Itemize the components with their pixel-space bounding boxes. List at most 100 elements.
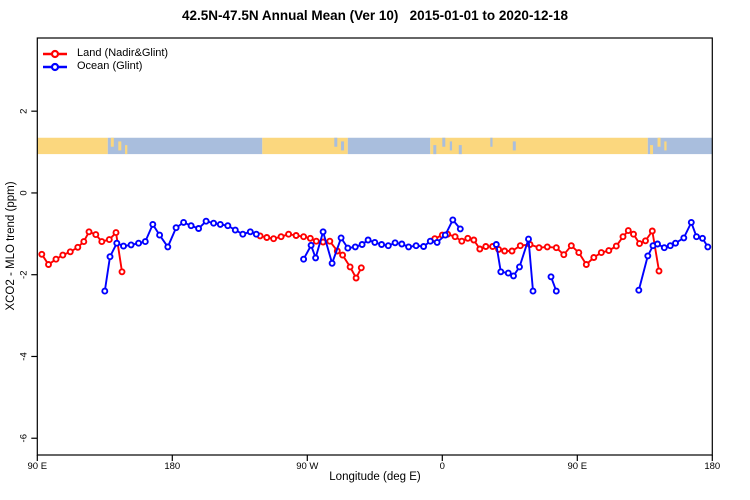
ocean-line-sample-icon bbox=[43, 62, 67, 71]
land-data-point bbox=[535, 244, 543, 252]
land-data-point bbox=[105, 236, 113, 244]
ocean-data-point bbox=[426, 237, 434, 245]
ocean-data-point bbox=[680, 234, 688, 242]
legend: Land (Nadir&Glint) Ocean (Glint) bbox=[42, 47, 168, 73]
ocean-data-point bbox=[328, 259, 336, 267]
land-data-point bbox=[118, 268, 126, 276]
land-data-point bbox=[612, 242, 620, 250]
map-strip-chip-land bbox=[657, 137, 661, 147]
land-data-point bbox=[605, 247, 613, 255]
land-data-point bbox=[470, 236, 478, 244]
x-axis-label: Longitude (deg E) bbox=[329, 471, 421, 483]
land-data-point bbox=[80, 238, 88, 246]
map-strip-chip-ocean bbox=[341, 141, 345, 151]
land-data-point bbox=[285, 230, 293, 238]
land-data-point bbox=[92, 231, 100, 239]
map-strip-chip-land bbox=[650, 145, 654, 155]
map-strip-land bbox=[37, 137, 108, 155]
ocean-data-point bbox=[525, 235, 532, 243]
ocean-data-point bbox=[504, 269, 512, 277]
land-data-point bbox=[464, 234, 472, 242]
land-data-point bbox=[560, 251, 568, 259]
ocean-data-point bbox=[378, 241, 386, 248]
ocean-data-point bbox=[704, 243, 712, 251]
ocean-data-point bbox=[344, 244, 352, 252]
ocean-data-point bbox=[337, 234, 345, 242]
ocean-data-point bbox=[239, 230, 247, 238]
ocean-data-point bbox=[300, 255, 308, 263]
ocean-data-point bbox=[510, 272, 517, 280]
y-tick-label: 2 bbox=[18, 109, 29, 114]
land-data-point bbox=[300, 233, 308, 241]
land-data-point bbox=[66, 248, 74, 256]
land-data-point bbox=[508, 247, 516, 255]
ocean-data-point bbox=[358, 241, 366, 248]
ocean-data-point bbox=[364, 236, 372, 244]
land-data-point bbox=[482, 243, 490, 250]
ocean-data-point bbox=[529, 287, 537, 295]
land-data-point bbox=[567, 242, 575, 250]
y-tick-label: 0 bbox=[18, 190, 29, 195]
land-data-point bbox=[655, 267, 663, 275]
land-data-point bbox=[112, 229, 120, 237]
ocean-data-point bbox=[687, 218, 695, 226]
ocean-data-point bbox=[224, 222, 232, 230]
x-tick-label: 0 bbox=[440, 461, 445, 472]
land-data-point bbox=[451, 233, 459, 241]
land-data-point bbox=[597, 249, 605, 257]
land-data-point bbox=[352, 274, 360, 282]
ocean-data-point bbox=[405, 243, 413, 251]
ocean-data-point bbox=[141, 238, 149, 246]
land-data-point bbox=[270, 235, 278, 243]
ocean-data-point bbox=[156, 231, 164, 239]
x-tick-label: 90 W bbox=[296, 461, 318, 472]
ocean-data-point bbox=[547, 273, 555, 281]
ocean-data-point bbox=[433, 238, 441, 246]
ocean-data-point bbox=[420, 243, 428, 250]
land-data-point bbox=[74, 243, 82, 251]
map-strip-ocean bbox=[347, 137, 431, 155]
ocean-data-point bbox=[231, 226, 239, 234]
map-strip-chip-ocean bbox=[442, 137, 446, 147]
ocean-data-point bbox=[210, 219, 218, 227]
x-tick-label: 180 bbox=[164, 461, 180, 472]
ocean-data-point bbox=[120, 242, 127, 250]
land-data-point bbox=[590, 254, 598, 261]
land-data-point bbox=[636, 240, 643, 248]
chart-title: 42.5N-47.5N Annual Mean (Ver 10) 2015-01… bbox=[182, 8, 568, 23]
ocean-data-point bbox=[666, 242, 674, 250]
ocean-data-point bbox=[635, 286, 643, 294]
ocean-data-point bbox=[516, 263, 523, 271]
land-data-point bbox=[552, 244, 560, 252]
ocean-data-point bbox=[113, 239, 121, 247]
land-data-point bbox=[326, 237, 334, 245]
plot-border bbox=[36, 37, 713, 456]
x-tick-label: 180 bbox=[704, 461, 720, 472]
land-data-point bbox=[38, 250, 46, 258]
x-tick-label: 90 E bbox=[568, 461, 588, 472]
land-data-point bbox=[582, 261, 590, 268]
ocean-data-point bbox=[202, 217, 210, 225]
ocean-data-point bbox=[172, 224, 180, 232]
ocean-data-point bbox=[497, 268, 505, 276]
land-data-point bbox=[263, 234, 271, 241]
ocean-data-point bbox=[552, 287, 560, 295]
ocean-data-point bbox=[127, 241, 135, 249]
ocean-data-point bbox=[654, 240, 661, 248]
ocean-data-point bbox=[312, 254, 320, 262]
land-data-point bbox=[624, 227, 632, 235]
ocean-data-point bbox=[660, 244, 668, 252]
ocean-data-point bbox=[391, 239, 399, 247]
map-strip-chip-ocean bbox=[433, 145, 437, 155]
y-axis-label: XCO2 - MLO trend (ppm) bbox=[5, 181, 17, 311]
legend-item-ocean: Ocean (Glint) bbox=[42, 60, 168, 73]
ocean-series-line bbox=[495, 238, 534, 292]
land-data-point bbox=[292, 232, 300, 239]
land-data-point bbox=[45, 261, 52, 268]
ocean-data-point bbox=[135, 239, 143, 247]
map-strip-chip-land bbox=[118, 141, 122, 151]
land-data-point bbox=[52, 255, 60, 263]
y-tick-label: -2 bbox=[18, 270, 29, 278]
